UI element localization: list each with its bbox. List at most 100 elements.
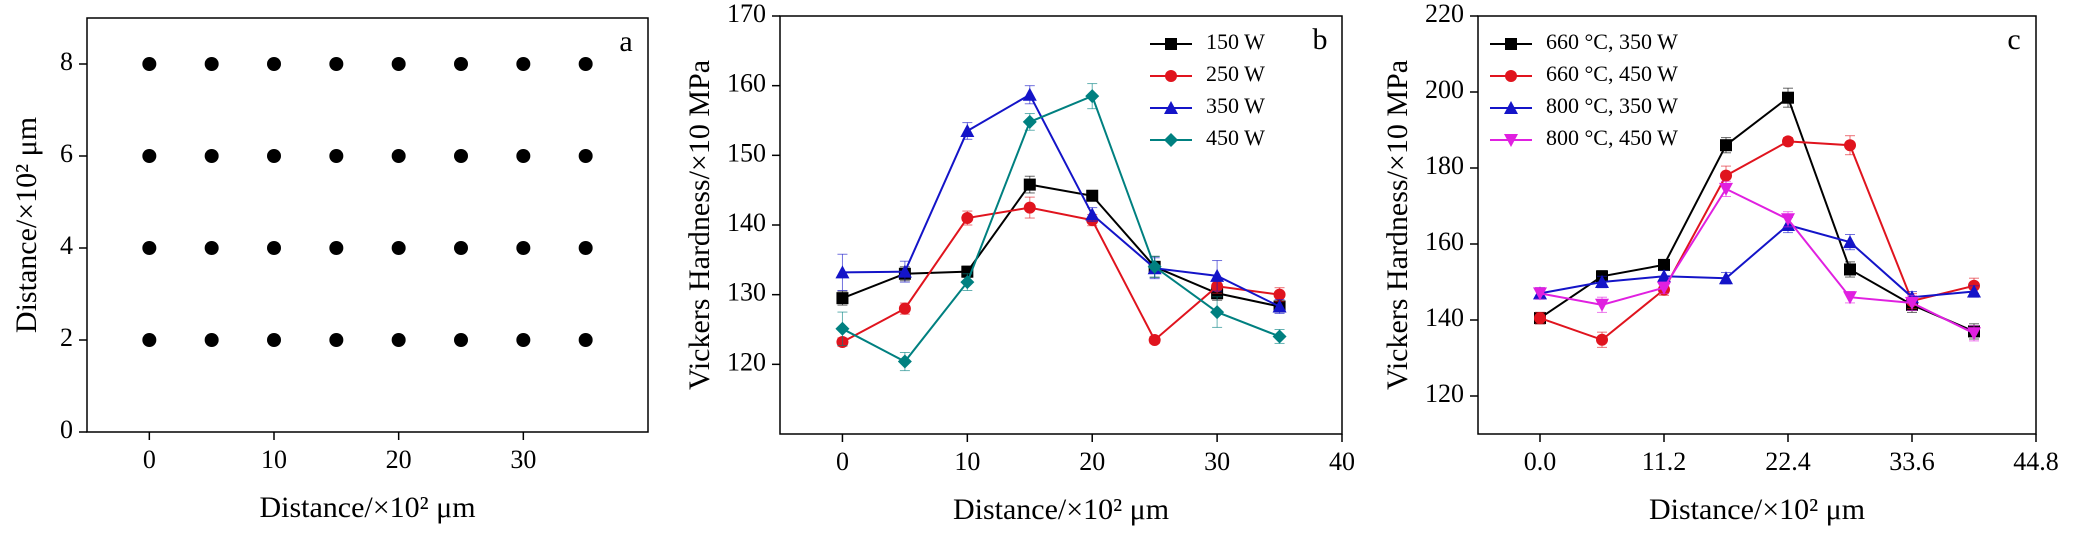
y-tick-label: 160 — [1425, 227, 1464, 256]
legend-label: 800 °C, 350 W — [1546, 93, 1678, 118]
point — [454, 241, 468, 255]
legend-label: 150 W — [1206, 29, 1265, 54]
point — [516, 149, 531, 163]
y-tick-label: 130 — [727, 278, 766, 307]
point — [329, 149, 344, 163]
marker — [897, 264, 912, 278]
marker — [960, 275, 975, 290]
marker — [1782, 91, 1794, 104]
point — [267, 241, 281, 255]
marker — [1719, 182, 1733, 196]
legend-label: 660 °C, 350 W — [1546, 29, 1678, 54]
y-tick-label: 180 — [1425, 151, 1464, 180]
point — [391, 149, 406, 163]
marker — [1720, 169, 1732, 182]
point — [391, 333, 406, 347]
marker — [960, 123, 975, 137]
marker — [1505, 38, 1517, 50]
marker — [835, 321, 850, 336]
x-tick-label: 40 — [1329, 447, 1355, 476]
marker — [1022, 87, 1037, 101]
marker — [1210, 305, 1225, 320]
y-tick-label: 160 — [727, 69, 766, 98]
point — [578, 57, 593, 71]
point — [267, 57, 281, 71]
plot-frame — [86, 17, 649, 433]
x-axis-label: Distance/×10² μm — [953, 493, 1169, 526]
series-line — [841, 94, 1280, 363]
marker — [897, 354, 912, 369]
point — [454, 149, 468, 163]
point — [142, 333, 157, 347]
marker — [1085, 207, 1100, 221]
y-tick-label: 220 — [1425, 0, 1464, 28]
marker — [1086, 189, 1099, 202]
x-tick-label: 30 — [1204, 447, 1230, 476]
marker — [1504, 134, 1518, 147]
marker — [1085, 89, 1100, 104]
point — [142, 241, 157, 255]
point — [454, 57, 468, 71]
marker — [1905, 296, 1919, 310]
x-tick-label: 11.2 — [1642, 447, 1687, 476]
marker — [1273, 288, 1286, 301]
series-line — [1539, 187, 1975, 335]
x-tick-label: 30 — [510, 445, 536, 474]
marker — [836, 292, 849, 305]
point — [578, 333, 593, 347]
marker — [1596, 333, 1608, 346]
marker — [1843, 291, 1857, 305]
marker — [835, 265, 850, 279]
point — [142, 149, 157, 163]
marker — [1658, 258, 1670, 271]
x-tick-label: 22.4 — [1765, 447, 1811, 476]
point — [267, 149, 281, 163]
legend-label: 250 W — [1206, 61, 1265, 86]
panel-label: c — [2007, 23, 2020, 56]
point — [267, 333, 281, 347]
point — [204, 149, 219, 163]
series-line — [1539, 223, 1975, 299]
marker — [1272, 329, 1287, 344]
y-tick-label: 140 — [1425, 303, 1464, 332]
point — [329, 333, 344, 347]
marker — [1147, 259, 1162, 274]
y-tick-label: 140 — [727, 208, 766, 237]
y-axis-label: Vickers Hardness/×10 MPa — [683, 60, 716, 390]
marker — [1164, 133, 1178, 147]
y-tick-label: 170 — [727, 0, 766, 28]
marker — [1533, 287, 1547, 301]
legend-label: 450 W — [1206, 125, 1265, 150]
x-tick-label: 10 — [261, 445, 287, 474]
x-tick-label: 20 — [386, 445, 412, 474]
marker — [1165, 38, 1177, 50]
point — [204, 241, 219, 255]
marker — [1023, 201, 1036, 214]
point — [142, 57, 157, 71]
point — [516, 241, 531, 255]
y-tick-label: 120 — [1425, 379, 1464, 408]
x-tick-label: 0 — [836, 447, 849, 476]
marker — [1164, 101, 1178, 114]
y-tick-label: 150 — [727, 138, 766, 167]
marker — [1720, 139, 1732, 152]
point — [516, 333, 531, 347]
x-axis-label: Distance/×10² μm — [259, 491, 475, 524]
series-line — [1539, 96, 1975, 333]
x-tick-label: 10 — [954, 447, 980, 476]
point — [516, 57, 531, 71]
point — [329, 241, 344, 255]
x-axis-label: Distance/×10² μm — [1649, 493, 1865, 526]
y-tick-label: 2 — [60, 323, 73, 352]
marker — [1504, 101, 1518, 114]
series-line — [842, 93, 1280, 308]
marker — [898, 302, 911, 315]
marker — [1210, 268, 1225, 282]
marker — [1657, 269, 1671, 283]
series-line — [841, 206, 1280, 343]
legend-label: 660 °C, 450 W — [1546, 61, 1678, 86]
point — [391, 57, 406, 71]
marker — [1595, 298, 1609, 312]
panel-label: b — [1313, 23, 1328, 56]
y-tick-label: 120 — [727, 347, 766, 376]
